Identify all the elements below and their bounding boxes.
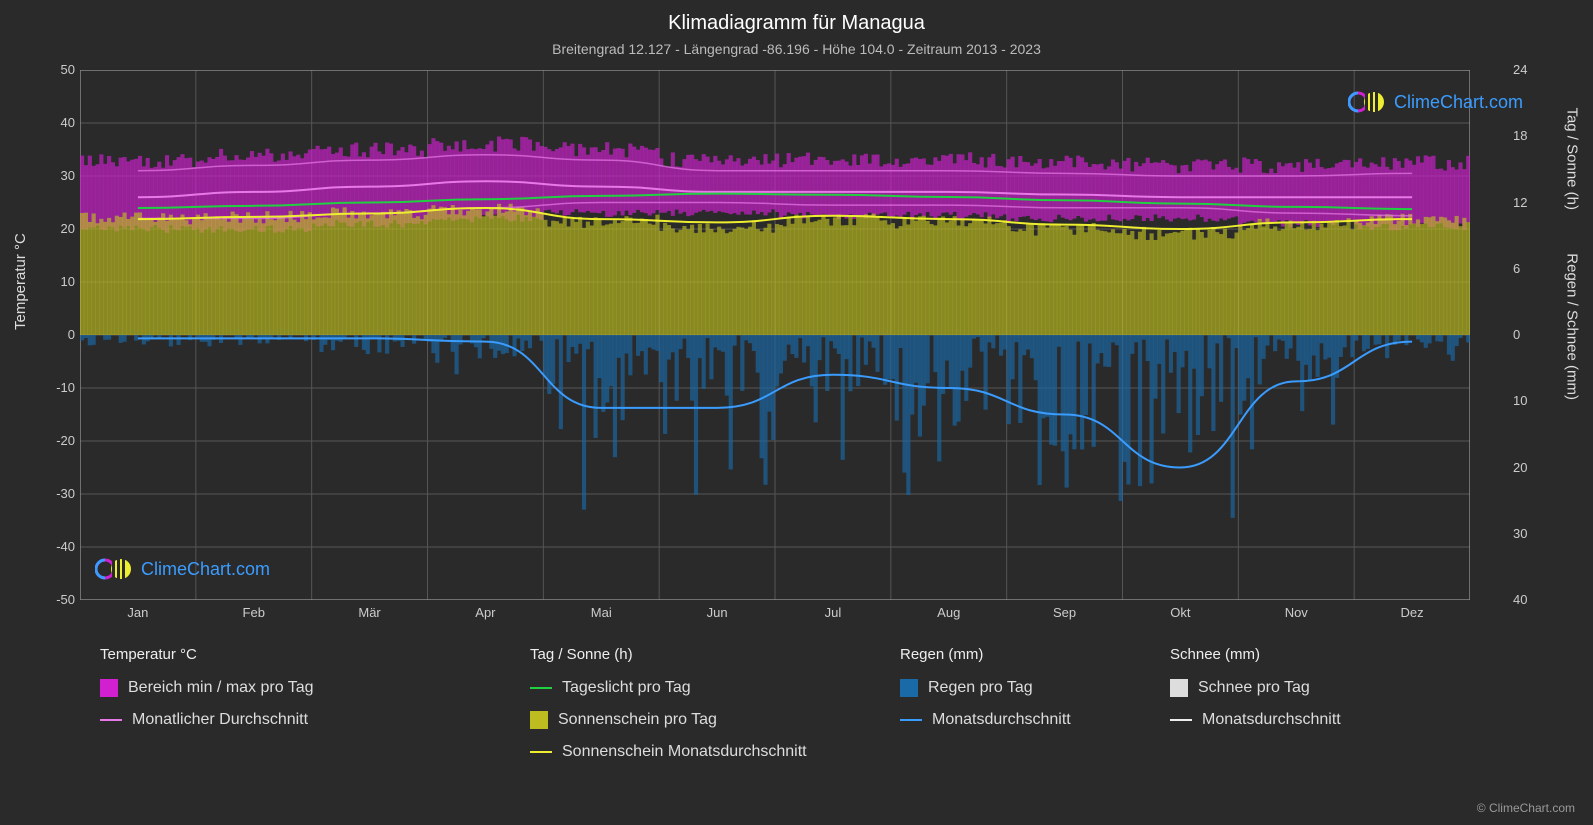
legend-header: Tag / Sonne (h) bbox=[530, 646, 807, 663]
legend-label: Monatsdurchschnitt bbox=[932, 711, 1071, 729]
x-tick-month: Jul bbox=[803, 605, 863, 620]
x-tick-month: Aug bbox=[919, 605, 979, 620]
legend-item: Tageslicht pro Tag bbox=[530, 679, 807, 697]
chart-subtitle: Breitengrad 12.127 - Längengrad -86.196 … bbox=[0, 35, 1593, 57]
legend-label: Sonnenschein pro Tag bbox=[558, 711, 717, 729]
x-tick-month: Okt bbox=[1150, 605, 1210, 620]
plot-area bbox=[80, 70, 1470, 600]
y-tick-left: 20 bbox=[45, 221, 75, 236]
legend-label: Sonnenschein Monatsdurchschnitt bbox=[562, 743, 807, 761]
legend-label: Monatlicher Durchschnitt bbox=[132, 711, 308, 729]
x-tick-month: Jan bbox=[108, 605, 168, 620]
y-tick-right-bottom: 30 bbox=[1513, 526, 1543, 541]
legend-group: Regen (mm) Regen pro Tag Monatsdurchschnit… bbox=[900, 646, 1071, 729]
y-tick-right-top: 0 bbox=[1513, 327, 1543, 342]
x-tick-month: Feb bbox=[224, 605, 284, 620]
legend-item: Schnee pro Tag bbox=[1170, 679, 1341, 697]
x-tick-month: Sep bbox=[1035, 605, 1095, 620]
climate-chart: Klimadiagramm für Managua Breitengrad 12… bbox=[0, 0, 1593, 825]
legend-item: Sonnenschein pro Tag bbox=[530, 711, 807, 729]
y-axis-left-label: Temperatur °C bbox=[12, 233, 29, 330]
swatch-box-icon bbox=[100, 679, 118, 697]
swatch-box-icon bbox=[1170, 679, 1188, 697]
x-tick-month: Nov bbox=[1266, 605, 1326, 620]
y-tick-left: -10 bbox=[45, 380, 75, 395]
y-tick-left: -30 bbox=[45, 486, 75, 501]
watermark-text: ClimeChart.com bbox=[141, 559, 270, 580]
watermark-logo-bottom: ClimeChart.com bbox=[95, 555, 270, 583]
y-tick-left: 10 bbox=[45, 274, 75, 289]
swatch-line-icon bbox=[100, 719, 122, 721]
swatch-line-icon bbox=[1170, 719, 1192, 721]
y-tick-left: 40 bbox=[45, 115, 75, 130]
legend-label: Monatsdurchschnitt bbox=[1202, 711, 1341, 729]
legend-item: Sonnenschein Monatsdurchschnitt bbox=[530, 743, 807, 761]
legend-label: Bereich min / max pro Tag bbox=[128, 679, 314, 697]
swatch-box-icon bbox=[900, 679, 918, 697]
y-tick-left: 50 bbox=[45, 62, 75, 77]
copyright-text: © ClimeChart.com bbox=[1477, 801, 1575, 815]
y-tick-left: -40 bbox=[45, 539, 75, 554]
x-tick-month: Mai bbox=[571, 605, 631, 620]
y-tick-left: 0 bbox=[45, 327, 75, 342]
legend-label: Regen pro Tag bbox=[928, 679, 1033, 697]
y-tick-right-top: 6 bbox=[1513, 261, 1543, 276]
legend-label: Schnee pro Tag bbox=[1198, 679, 1310, 697]
legend-group: Temperatur °C Bereich min / max pro Tag Mo… bbox=[100, 646, 314, 729]
legend-label: Tageslicht pro Tag bbox=[562, 679, 691, 697]
x-tick-month: Mär bbox=[340, 605, 400, 620]
legend-item: Bereich min / max pro Tag bbox=[100, 679, 314, 697]
legend-item: Regen pro Tag bbox=[900, 679, 1071, 697]
x-tick-month: Dez bbox=[1382, 605, 1442, 620]
y-tick-right-top: 24 bbox=[1513, 62, 1543, 77]
y-tick-left: -50 bbox=[45, 592, 75, 607]
watermark-text: ClimeChart.com bbox=[1394, 92, 1523, 113]
swatch-line-icon bbox=[530, 687, 552, 689]
legend-group: Schnee (mm) Schnee pro Tag Monatsdurchschn… bbox=[1170, 646, 1341, 729]
legend-header: Temperatur °C bbox=[100, 646, 314, 663]
y-tick-right-bottom: 20 bbox=[1513, 460, 1543, 475]
y-axis-right-bottom-label: Regen / Schnee (mm) bbox=[1564, 253, 1581, 400]
swatch-line-icon bbox=[530, 751, 552, 753]
legend-item: Monatlicher Durchschnitt bbox=[100, 711, 314, 729]
legend-header: Schnee (mm) bbox=[1170, 646, 1341, 663]
x-tick-month: Apr bbox=[455, 605, 515, 620]
y-tick-left: 30 bbox=[45, 168, 75, 183]
y-tick-left: -20 bbox=[45, 433, 75, 448]
watermark-logo-top: ClimeChart.com bbox=[1348, 88, 1523, 116]
y-tick-right-top: 12 bbox=[1513, 195, 1543, 210]
y-axis-right-top-label: Tag / Sonne (h) bbox=[1564, 107, 1581, 210]
climechart-icon bbox=[95, 555, 135, 583]
legend-header: Regen (mm) bbox=[900, 646, 1071, 663]
swatch-line-icon bbox=[900, 719, 922, 721]
y-tick-right-bottom: 40 bbox=[1513, 592, 1543, 607]
x-tick-month: Jun bbox=[687, 605, 747, 620]
chart-title: Klimadiagramm für Managua bbox=[0, 0, 1593, 35]
climechart-icon bbox=[1348, 88, 1388, 116]
legend-item: Monatsdurchschnitt bbox=[900, 711, 1071, 729]
swatch-box-icon bbox=[530, 711, 548, 729]
y-tick-right-bottom: 10 bbox=[1513, 393, 1543, 408]
plot-svg bbox=[80, 70, 1470, 600]
legend-group: Tag / Sonne (h) Tageslicht pro Tag Sonnens… bbox=[530, 646, 807, 761]
legend-item: Monatsdurchschnitt bbox=[1170, 711, 1341, 729]
y-tick-right-top: 18 bbox=[1513, 128, 1543, 143]
